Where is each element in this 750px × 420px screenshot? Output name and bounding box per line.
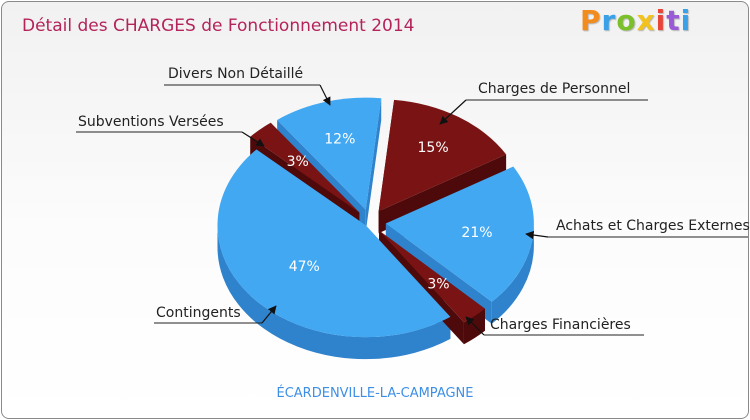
logo-letter: r [601,4,617,37]
logo-letter: o [616,4,637,37]
slice-percent-label: 21% [461,225,492,241]
slice-percent-label: 12% [324,131,355,147]
slice-percent-label: 15% [418,140,449,156]
slice-category-label: Charges de Personnel [478,81,630,97]
slice-percent-label: 3% [427,276,449,292]
slice-outer-wall [463,308,485,345]
pie-slice[interactable] [385,166,534,302]
label-leader-line [465,316,485,336]
slice-outer-wall [491,223,534,324]
slice-wall [365,98,382,232]
commune-name: ÉCARDENVILLE-LA-CAMPAGNE [276,386,474,401]
pie-slice[interactable] [379,230,485,323]
slice-category-label: Achats et Charges Externes [556,218,750,234]
label-leader-line [525,230,549,240]
logo-letter: t [666,4,681,37]
slice-category-label: Divers Non Détaillé [168,66,303,82]
logo-letter: i [655,4,667,37]
logo-letter: P [580,4,602,37]
pie-slice[interactable] [277,97,382,210]
label-leader-line [241,131,265,147]
logo-letter: i [680,4,692,37]
slice-category-label: Subventions Versées [78,114,224,130]
pie-slice[interactable] [378,99,507,212]
label-leader-line [319,84,331,106]
pie-slice[interactable] [250,122,360,213]
label-leader-line [261,305,277,324]
label-leader-line [439,99,467,125]
slice-category-label: Charges Financières [490,317,631,333]
chart-title: Détail des CHARGES de Fonctionnement 201… [22,16,415,36]
pie-slice[interactable] [217,149,451,338]
slice-outer-wall [217,225,451,360]
slice-percent-label: 47% [289,259,320,275]
slice-category-label: Contingents [156,305,241,321]
slice-percent-label: 3% [287,154,309,170]
proxiti-logo[interactable]: Proxiti [580,4,691,37]
logo-letter: x [636,4,656,37]
